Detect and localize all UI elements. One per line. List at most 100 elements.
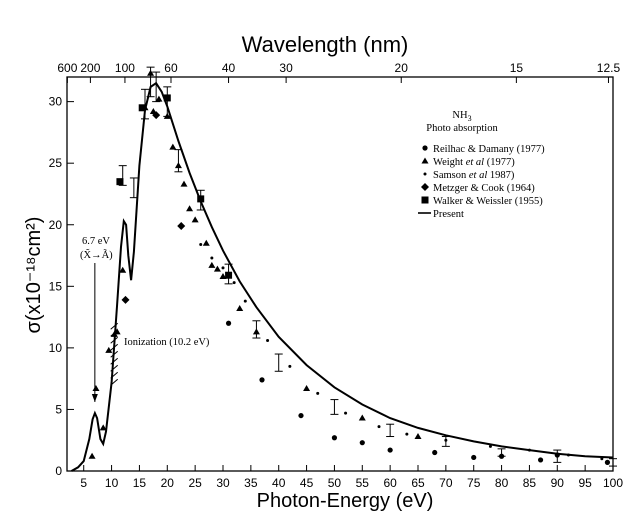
top-tick-label: 60 <box>164 61 178 75</box>
point-circle <box>298 412 304 419</box>
top-tick-label: 600 <box>57 61 77 75</box>
top-axis-title: Wavelength (nm) <box>242 32 409 57</box>
point-circle <box>471 454 477 461</box>
point-diamond <box>121 295 130 304</box>
y-axis: 0 5 10 15 20 25 30 <box>49 95 74 478</box>
point-square <box>225 271 233 279</box>
x-tick-label: 65 <box>411 476 425 490</box>
x-tick-label: 80 <box>495 476 509 490</box>
point-circle <box>498 453 505 459</box>
point-circle <box>604 459 611 465</box>
x-tick-label: 60 <box>383 476 397 490</box>
point-circle <box>331 435 338 441</box>
legend-entry-reilhac: Reilhac & Damany (1977) <box>422 144 545 155</box>
x-tick-label: 5 <box>80 476 87 490</box>
legend-entry-samson: Samson et al 1987) <box>423 170 515 181</box>
point-dot <box>566 453 570 457</box>
legend-label-samson: Samson et al 1987) <box>433 170 515 181</box>
point-dot <box>600 457 604 461</box>
weight-name: Weight <box>433 157 466 168</box>
point-circle <box>554 452 560 458</box>
x-tick-label: 90 <box>551 476 565 490</box>
samson-year: 1987) <box>487 170 515 181</box>
point-triangle <box>180 180 188 187</box>
point-dot <box>288 364 292 368</box>
point-triangle <box>119 266 127 273</box>
top-tick-label: 100 <box>115 61 135 75</box>
legend-entry-metzger: Metzger & Cook (1964) <box>421 183 535 194</box>
x-tick-label: 15 <box>133 476 147 490</box>
plot-frame <box>66 76 614 472</box>
excitation-arrowhead <box>91 394 98 403</box>
legend-marker-diamond <box>421 183 429 191</box>
hatch-line <box>110 322 119 330</box>
point-triangle <box>414 433 422 440</box>
excitation-energy-label: 6.7 eV <box>82 236 110 247</box>
legend-label-metzger: Metzger & Cook (1964) <box>433 183 535 194</box>
point-triangle <box>169 143 177 150</box>
point-triangle <box>208 261 216 268</box>
legend-entry-weight: Weight et al (1977) <box>421 157 515 168</box>
x-tick-label: 50 <box>328 476 342 490</box>
x-axis: 5 10 15 20 25 30 35 40 45 50 55 60 65 70 75 80 85 90 95 100 <box>80 465 623 490</box>
x-tick-label: 85 <box>523 476 537 490</box>
legend-marker-dot <box>423 172 427 176</box>
point-circle <box>387 447 393 453</box>
point-triangle <box>202 239 210 246</box>
ionization-label: Ionization (10.2 eV) <box>124 337 210 348</box>
point-dot <box>316 391 320 395</box>
top-tick-label: 200 <box>80 61 100 75</box>
point-triangle <box>88 452 96 459</box>
top-tick-label: 20 <box>395 61 409 75</box>
x-tick-label: 10 <box>105 476 119 490</box>
point-triangle <box>219 272 227 279</box>
point-triangle <box>303 385 311 392</box>
ionization-annotation: Ionization (10.2 eV) <box>110 322 210 386</box>
legend: NH3 Photo absorption Reilhac & Damany (1… <box>418 110 545 220</box>
point-circle <box>259 377 265 383</box>
x-tick-label: 20 <box>161 476 175 490</box>
point-dot <box>377 425 381 429</box>
hatch-line <box>110 336 119 344</box>
point-dot <box>527 448 531 452</box>
x-tick-label: 55 <box>356 476 370 490</box>
point-triangle <box>213 265 221 272</box>
samson-name: Samson <box>433 170 469 181</box>
y-tick-label: 25 <box>49 156 63 170</box>
point-triangle <box>358 414 366 421</box>
legend-label-present: Present <box>433 209 464 220</box>
y-tick-label: 20 <box>49 218 63 232</box>
point-square <box>163 94 171 102</box>
hatch-line <box>110 350 119 358</box>
point-dot <box>232 281 236 285</box>
x-tick-label: 35 <box>244 476 258 490</box>
legend-marker-circle <box>422 145 428 151</box>
legend-marker-triangle <box>421 157 429 164</box>
excitation-transition-label: (X̃→Ã) <box>80 248 113 261</box>
y-tick-label: 15 <box>49 279 63 293</box>
point-dot <box>266 338 270 342</box>
point-dot <box>243 299 247 303</box>
x-tick-label: 75 <box>467 476 481 490</box>
point-circle <box>537 457 544 463</box>
point-dot <box>221 266 225 270</box>
y-axis-title: σ(x10⁻¹⁸cm²) <box>23 217 45 334</box>
point-square <box>138 104 146 112</box>
point-triangle <box>252 328 260 335</box>
point-diamond <box>177 221 186 230</box>
point-triangle <box>191 216 199 223</box>
x-tick-label: 25 <box>188 476 202 490</box>
hatch-line <box>110 378 119 386</box>
point-triangle <box>155 95 163 102</box>
point-dot <box>199 242 203 246</box>
legend-entry-present: Present <box>418 209 464 220</box>
point-dot <box>405 432 409 436</box>
weight-etal: et al <box>466 157 484 168</box>
point-dot <box>488 444 492 448</box>
point-square <box>116 178 124 186</box>
legend-entry-walker: Walker & Weissler (1955) <box>421 196 543 207</box>
y-tick-label: 0 <box>55 464 62 478</box>
hatch-line <box>110 364 119 372</box>
error-bars <box>118 66 617 467</box>
data-points <box>88 69 611 465</box>
